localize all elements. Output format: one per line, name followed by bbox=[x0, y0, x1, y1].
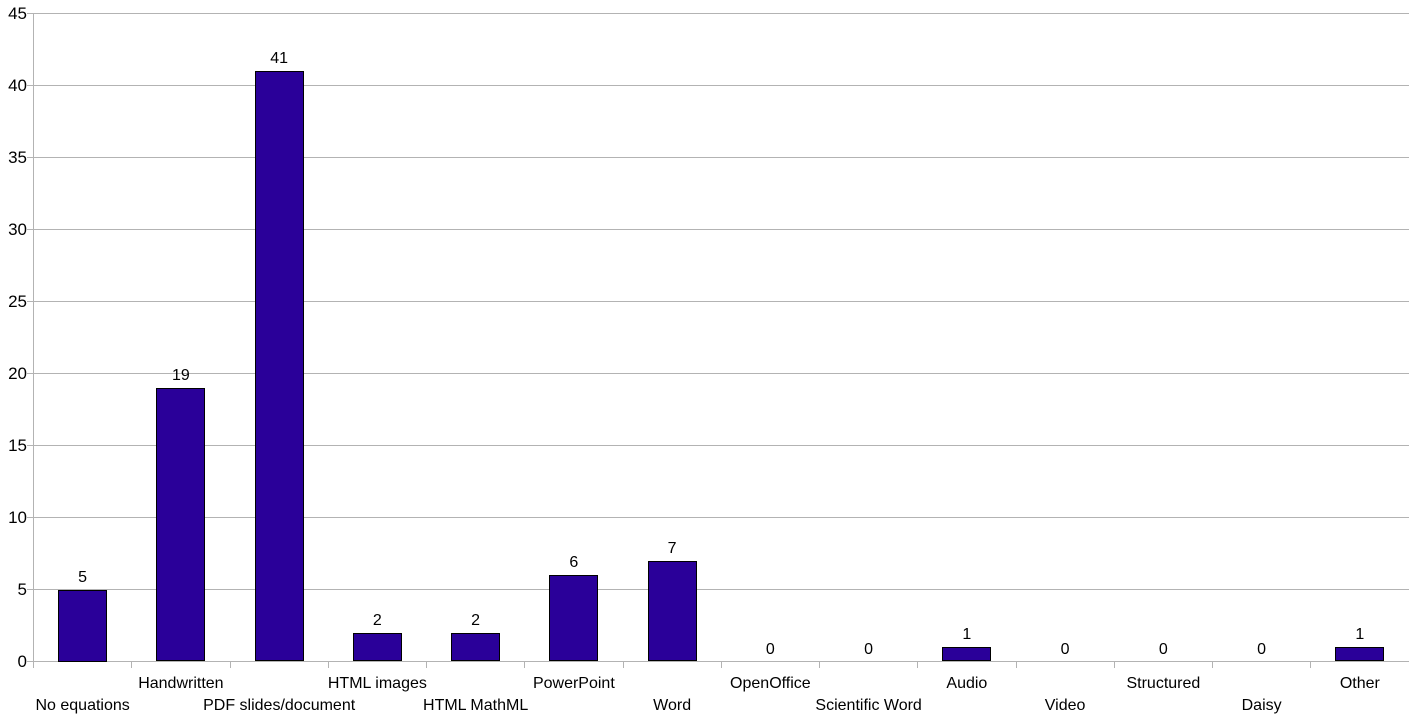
y-axis-tick bbox=[27, 661, 34, 662]
bar-value-label: 7 bbox=[667, 539, 677, 557]
x-axis-tick bbox=[917, 661, 919, 668]
x-axis-category-label: Audio bbox=[946, 675, 988, 692]
x-axis-tick bbox=[327, 661, 329, 668]
y-axis-tick-label: 45 bbox=[8, 3, 27, 23]
bar bbox=[156, 387, 206, 662]
gridline bbox=[33, 517, 1409, 518]
x-axis-category-label: Word bbox=[653, 697, 692, 714]
x-axis-category-label: Daisy bbox=[1241, 697, 1282, 714]
bar bbox=[647, 560, 697, 662]
x-axis-category-label: OpenOffice bbox=[730, 675, 811, 692]
gridline bbox=[33, 373, 1409, 374]
bar-value-label: 6 bbox=[569, 554, 579, 572]
gridline bbox=[33, 589, 1409, 590]
gridline bbox=[33, 445, 1409, 446]
bar-value-label: 0 bbox=[1060, 640, 1070, 658]
y-axis-tick bbox=[27, 445, 34, 446]
bar-value-label: 0 bbox=[765, 640, 775, 658]
bar-value-label: 1 bbox=[1355, 626, 1365, 644]
gridline bbox=[33, 229, 1409, 230]
y-axis-tick bbox=[27, 301, 34, 302]
y-axis-tick bbox=[27, 373, 34, 374]
bar bbox=[254, 71, 304, 662]
gridline bbox=[33, 157, 1409, 158]
x-axis-category-label: Scientific Word bbox=[815, 697, 922, 714]
y-axis-tick-label: 15 bbox=[8, 435, 27, 455]
x-axis-tick bbox=[1310, 661, 1312, 668]
x-axis-category-label: No equations bbox=[35, 697, 130, 714]
x-axis-tick bbox=[33, 661, 34, 668]
bar-value-label: 5 bbox=[78, 568, 88, 586]
gridline bbox=[33, 13, 1409, 14]
x-axis-tick bbox=[819, 661, 820, 668]
y-axis-tick-label: 20 bbox=[8, 363, 27, 383]
x-axis-tick bbox=[426, 661, 427, 668]
x-axis-tick bbox=[131, 661, 133, 668]
x-axis-tick bbox=[1015, 661, 1017, 668]
bar bbox=[942, 647, 992, 662]
x-axis-tick bbox=[1113, 661, 1115, 668]
y-axis-tick-label: 5 bbox=[17, 579, 27, 599]
x-axis-category-label: Structured bbox=[1126, 675, 1201, 692]
y-axis-tick-label: 25 bbox=[8, 291, 27, 311]
bar bbox=[58, 589, 108, 662]
x-axis-category-label: HTML images bbox=[327, 675, 427, 692]
bar-value-label: 0 bbox=[1257, 640, 1267, 658]
bar bbox=[451, 632, 501, 662]
y-axis-tick-label: 10 bbox=[8, 507, 27, 527]
x-axis-tick bbox=[229, 661, 231, 668]
bar-value-label: 0 bbox=[864, 640, 874, 658]
x-axis-category-label: Video bbox=[1044, 697, 1086, 714]
bar bbox=[549, 575, 599, 662]
bar-value-label: 41 bbox=[270, 50, 289, 68]
bar-value-label: 1 bbox=[962, 626, 972, 644]
gridline bbox=[33, 85, 1409, 86]
y-axis-tick bbox=[27, 589, 34, 590]
y-axis-line bbox=[33, 13, 34, 668]
x-axis-category-label: Other bbox=[1339, 675, 1380, 692]
x-axis-tick bbox=[1212, 661, 1213, 668]
y-axis-tick-label: 0 bbox=[17, 651, 27, 671]
x-axis-tick bbox=[524, 661, 526, 668]
y-axis-tick-label: 40 bbox=[8, 75, 27, 95]
x-axis-category-label: Handwritten bbox=[138, 675, 224, 692]
x-axis-tick bbox=[720, 661, 722, 668]
y-axis-tick bbox=[27, 229, 34, 230]
x-axis-category-label: PDF slides/document bbox=[203, 697, 356, 714]
bar-value-label: 0 bbox=[1158, 640, 1168, 658]
x-axis-category-label: HTML MathML bbox=[423, 697, 529, 714]
bar-value-label: 2 bbox=[471, 611, 481, 629]
y-axis-tick bbox=[27, 13, 34, 14]
y-axis-tick-label: 30 bbox=[8, 219, 27, 239]
y-axis-tick bbox=[27, 157, 34, 158]
y-axis-tick-label: 35 bbox=[8, 147, 27, 167]
x-axis-category-label: PowerPoint bbox=[532, 675, 615, 692]
x-axis-tick bbox=[622, 661, 624, 668]
bar-value-label: 19 bbox=[171, 366, 190, 384]
bar bbox=[1335, 647, 1385, 662]
bar-value-label: 2 bbox=[372, 611, 382, 629]
y-axis-tick bbox=[27, 517, 34, 518]
gridline bbox=[33, 301, 1409, 302]
y-axis-tick bbox=[27, 85, 34, 86]
bar bbox=[352, 632, 402, 662]
